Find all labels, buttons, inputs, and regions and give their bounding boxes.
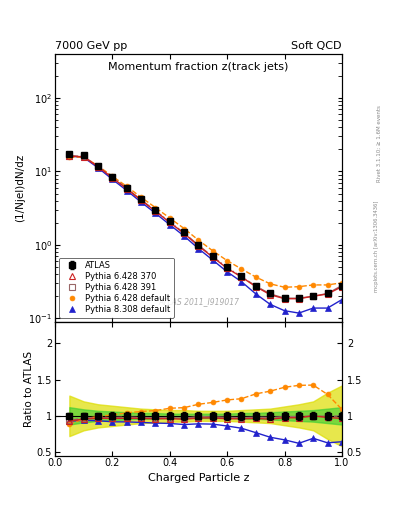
Pythia 6.428 default bbox=[340, 280, 344, 286]
Pythia 6.428 default bbox=[110, 173, 115, 179]
X-axis label: Charged Particle z: Charged Particle z bbox=[148, 473, 249, 483]
Line: Pythia 6.428 370: Pythia 6.428 370 bbox=[66, 153, 345, 302]
Pythia 8.308 default bbox=[325, 305, 330, 311]
Pythia 6.428 370 bbox=[96, 164, 101, 170]
Pythia 6.428 391 bbox=[81, 154, 86, 160]
Pythia 6.428 391 bbox=[110, 174, 115, 180]
Pythia 6.428 370 bbox=[125, 186, 129, 192]
Pythia 6.428 370 bbox=[268, 292, 273, 298]
Text: Soft QCD: Soft QCD bbox=[292, 41, 342, 51]
Text: mcplots.cern.ch [arXiv:1306.3436]: mcplots.cern.ch [arXiv:1306.3436] bbox=[374, 200, 379, 291]
Pythia 6.428 default bbox=[81, 154, 86, 160]
Pythia 8.308 default bbox=[110, 176, 115, 182]
Text: Momentum fraction z(track jets): Momentum fraction z(track jets) bbox=[108, 62, 288, 72]
Pythia 6.428 370 bbox=[340, 284, 344, 290]
Pythia 8.308 default bbox=[153, 210, 158, 216]
Pythia 6.428 default bbox=[225, 258, 230, 264]
Pythia 6.428 391 bbox=[340, 283, 344, 289]
Pythia 8.308 default bbox=[139, 199, 143, 205]
Pythia 6.428 391 bbox=[253, 283, 258, 289]
Pythia 8.308 default bbox=[297, 310, 301, 316]
Pythia 6.428 370 bbox=[196, 243, 201, 249]
Pythia 6.428 default bbox=[167, 215, 172, 221]
Pythia 6.428 370 bbox=[225, 265, 230, 271]
Text: Rivet 3.1.10; ≥ 1.6M events: Rivet 3.1.10; ≥ 1.6M events bbox=[377, 105, 382, 182]
Pythia 6.428 default bbox=[297, 284, 301, 290]
Pythia 6.428 370 bbox=[182, 230, 187, 237]
Y-axis label: (1/Njel)dN/dz: (1/Njel)dN/dz bbox=[16, 154, 26, 222]
Pythia 8.308 default bbox=[125, 187, 129, 194]
Pythia 6.428 default bbox=[211, 248, 215, 254]
Pythia 8.308 default bbox=[81, 155, 86, 161]
Pythia 6.428 370 bbox=[153, 208, 158, 214]
Pythia 6.428 370 bbox=[282, 295, 287, 302]
Pythia 8.308 default bbox=[196, 246, 201, 252]
Pythia 8.308 default bbox=[211, 257, 215, 263]
Pythia 6.428 391 bbox=[225, 265, 230, 271]
Pythia 8.308 default bbox=[225, 269, 230, 275]
Pythia 6.428 default bbox=[67, 155, 72, 161]
Pythia 6.428 default bbox=[182, 225, 187, 231]
Pythia 6.428 391 bbox=[139, 197, 143, 203]
Pythia 8.308 default bbox=[239, 279, 244, 285]
Pythia 6.428 default bbox=[325, 282, 330, 288]
Pythia 8.308 default bbox=[96, 165, 101, 171]
Legend: ATLAS, Pythia 6.428 370, Pythia 6.428 391, Pythia 6.428 default, Pythia 8.308 de: ATLAS, Pythia 6.428 370, Pythia 6.428 39… bbox=[59, 258, 174, 317]
Pythia 6.428 370 bbox=[67, 153, 72, 159]
Pythia 6.428 391 bbox=[196, 242, 201, 248]
Pythia 6.428 391 bbox=[167, 219, 172, 225]
Line: Pythia 8.308 default: Pythia 8.308 default bbox=[66, 153, 345, 316]
Pythia 6.428 default bbox=[311, 282, 316, 288]
Line: Pythia 6.428 default: Pythia 6.428 default bbox=[67, 155, 344, 290]
Pythia 6.428 default bbox=[268, 281, 273, 287]
Pythia 8.308 default bbox=[268, 301, 273, 307]
Pythia 6.428 370 bbox=[81, 154, 86, 160]
Pythia 8.308 default bbox=[282, 308, 287, 314]
Pythia 6.428 391 bbox=[125, 185, 129, 191]
Y-axis label: Ratio to ATLAS: Ratio to ATLAS bbox=[24, 351, 34, 427]
Pythia 8.308 default bbox=[167, 222, 172, 228]
Pythia 6.428 370 bbox=[311, 293, 316, 300]
Pythia 6.428 391 bbox=[96, 163, 101, 169]
Pythia 6.428 391 bbox=[153, 208, 158, 214]
Pythia 6.428 370 bbox=[167, 219, 172, 225]
Pythia 8.308 default bbox=[340, 296, 344, 303]
Pythia 6.428 default bbox=[153, 204, 158, 210]
Pythia 6.428 391 bbox=[325, 290, 330, 296]
Pythia 6.428 default bbox=[239, 266, 244, 272]
Pythia 6.428 370 bbox=[297, 295, 301, 302]
Pythia 6.428 default bbox=[125, 183, 129, 189]
Pythia 8.308 default bbox=[253, 291, 258, 297]
Pythia 6.428 370 bbox=[239, 274, 244, 280]
Text: ATLAS 2011_I919017: ATLAS 2011_I919017 bbox=[158, 296, 239, 306]
Pythia 8.308 default bbox=[311, 305, 316, 311]
Pythia 8.308 default bbox=[67, 153, 72, 159]
Pythia 6.428 370 bbox=[253, 284, 258, 290]
Pythia 6.428 391 bbox=[311, 293, 316, 300]
Pythia 6.428 391 bbox=[268, 291, 273, 297]
Pythia 6.428 391 bbox=[282, 295, 287, 301]
Pythia 6.428 370 bbox=[110, 175, 115, 181]
Pythia 6.428 default bbox=[96, 163, 101, 169]
Pythia 6.428 391 bbox=[67, 153, 72, 159]
Pythia 6.428 default bbox=[196, 237, 201, 243]
Pythia 6.428 391 bbox=[182, 230, 187, 236]
Pythia 6.428 default bbox=[253, 274, 258, 280]
Pythia 6.428 391 bbox=[297, 295, 301, 301]
Pythia 8.308 default bbox=[182, 233, 187, 239]
Pythia 6.428 370 bbox=[139, 197, 143, 203]
Text: 7000 GeV pp: 7000 GeV pp bbox=[55, 41, 127, 51]
Pythia 6.428 default bbox=[139, 194, 143, 200]
Line: Pythia 6.428 391: Pythia 6.428 391 bbox=[66, 153, 345, 301]
Pythia 6.428 370 bbox=[325, 291, 330, 297]
Pythia 6.428 391 bbox=[239, 273, 244, 280]
Pythia 6.428 391 bbox=[211, 253, 215, 260]
Pythia 6.428 370 bbox=[211, 254, 215, 260]
Pythia 6.428 default bbox=[282, 284, 287, 290]
